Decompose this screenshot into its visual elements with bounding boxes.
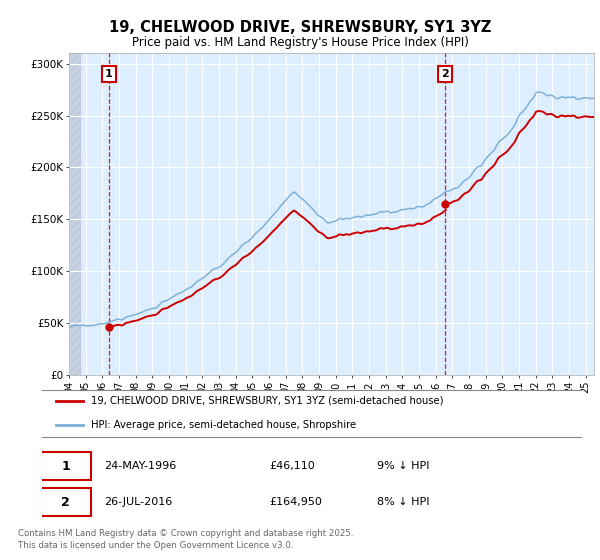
Text: 24-MAY-1996: 24-MAY-1996	[104, 461, 176, 471]
Text: Price paid vs. HM Land Registry's House Price Index (HPI): Price paid vs. HM Land Registry's House …	[131, 36, 469, 49]
Text: £164,950: £164,950	[269, 497, 322, 507]
Text: 1: 1	[105, 69, 113, 79]
FancyBboxPatch shape	[40, 390, 584, 437]
Text: 19, CHELWOOD DRIVE, SHREWSBURY, SY1 3YZ: 19, CHELWOOD DRIVE, SHREWSBURY, SY1 3YZ	[109, 20, 491, 35]
FancyBboxPatch shape	[41, 488, 91, 516]
Text: 19, CHELWOOD DRIVE, SHREWSBURY, SY1 3YZ (semi-detached house): 19, CHELWOOD DRIVE, SHREWSBURY, SY1 3YZ …	[91, 396, 443, 406]
Text: 26-JUL-2016: 26-JUL-2016	[104, 497, 172, 507]
FancyBboxPatch shape	[41, 452, 91, 480]
Text: 9% ↓ HPI: 9% ↓ HPI	[377, 461, 430, 471]
Text: £46,110: £46,110	[269, 461, 314, 471]
Bar	[69, 53, 80, 375]
Text: 2: 2	[441, 69, 449, 79]
Text: 1: 1	[61, 460, 70, 473]
Text: 8% ↓ HPI: 8% ↓ HPI	[377, 497, 430, 507]
Text: Contains HM Land Registry data © Crown copyright and database right 2025.
This d: Contains HM Land Registry data © Crown c…	[18, 529, 353, 550]
Text: HPI: Average price, semi-detached house, Shropshire: HPI: Average price, semi-detached house,…	[91, 420, 356, 430]
Text: 2: 2	[61, 496, 70, 509]
